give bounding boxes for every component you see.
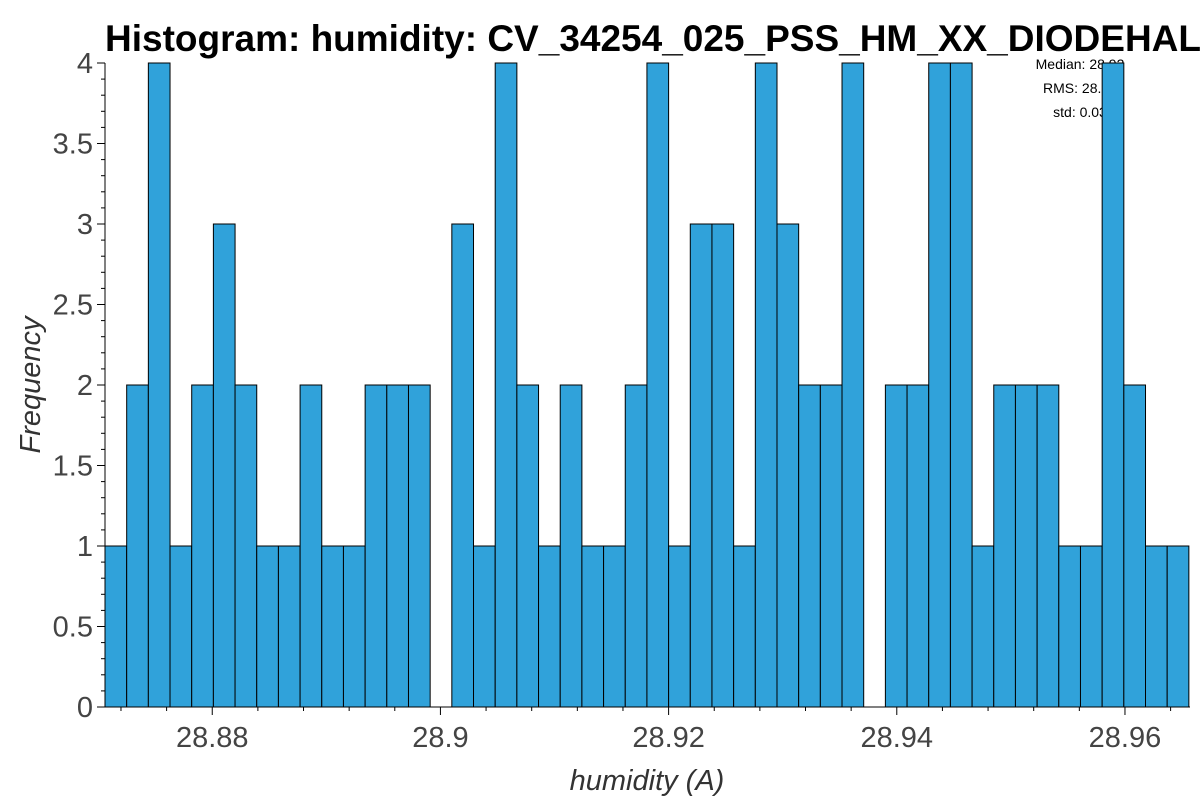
histogram-bar: [733, 545, 756, 708]
histogram-bar: [451, 223, 475, 708]
y-tick-label: 1: [77, 531, 93, 563]
histogram-bar: [776, 223, 800, 708]
y-ticks-group: 0 0.5 1 1.5 2 2.5 3 3.5 4: [53, 48, 105, 724]
chart-title: Histogram: humidity: CV_34254_025_PSS_HM…: [105, 18, 1200, 59]
histogram-bar: [1036, 384, 1060, 708]
histogram-bar: [841, 62, 865, 708]
histogram-bar: [1123, 384, 1147, 708]
histogram-bar: [473, 545, 496, 708]
x-tick-label: 28.9: [412, 722, 468, 754]
histogram-bar: [104, 545, 128, 708]
y-tick-label: 0: [77, 692, 93, 724]
histogram-bar: [386, 384, 409, 708]
histogram-bar: [1166, 545, 1190, 708]
histogram-bar: [256, 545, 279, 708]
histogram-bar: [559, 384, 583, 708]
x-ticks-group: 28.88 28.9 28.92 28.94 28.96: [120, 707, 1172, 754]
histogram-bar: [646, 62, 670, 708]
histogram-bar: [754, 62, 778, 708]
y-tick-label: 3: [77, 209, 93, 241]
stats-rms: RMS: 28.92: [1043, 80, 1117, 96]
histogram-bar: [1014, 384, 1038, 708]
stats-std: std: 0.03: [1053, 104, 1107, 120]
histogram-bar: [711, 223, 735, 708]
x-tick-label: 28.88: [176, 722, 249, 754]
histogram-bar: [884, 384, 908, 708]
histogram-bar: [624, 384, 648, 708]
y-tick-label: 4: [77, 48, 93, 80]
histogram-bar: [798, 384, 821, 708]
x-tick-label: 28.94: [860, 722, 933, 754]
histogram-bar: [906, 384, 930, 708]
histogram-bar: [277, 545, 301, 708]
histogram-bar: [321, 545, 344, 708]
histogram-bar: [1145, 545, 1168, 708]
y-tick-label: 0.5: [53, 612, 93, 644]
histogram-bar: [342, 545, 366, 708]
y-tick-label: 2.5: [53, 290, 93, 322]
histogram-bar: [1079, 545, 1103, 708]
x-tick-label: 28.92: [632, 722, 705, 754]
histogram-bar: [603, 545, 626, 708]
x-tick-label: 28.96: [1089, 722, 1162, 754]
histogram-bar: [212, 223, 236, 708]
histogram-bar: [928, 62, 951, 708]
y-tick-label: 2: [77, 370, 93, 402]
histogram-bar: [299, 384, 323, 708]
histogram-bar: [494, 62, 518, 708]
bars-group: [104, 62, 1190, 708]
histogram-bar: [819, 384, 843, 708]
histogram-bar: [169, 545, 193, 708]
histogram-bar: [147, 62, 171, 708]
histogram-bar: [993, 384, 1016, 708]
y-tick-label: 1.5: [53, 451, 93, 483]
histogram-bar: [364, 384, 388, 708]
x-axis-label: humidity (A): [570, 765, 725, 797]
histogram-bar: [538, 545, 561, 708]
histogram-bar: [234, 384, 258, 708]
y-axis-label: Frequency: [15, 315, 47, 454]
histogram-bar: [689, 223, 713, 708]
y-tick-label: 3.5: [53, 129, 93, 161]
histogram-bar: [581, 545, 605, 708]
histogram-bar: [971, 545, 995, 708]
histogram-bar: [126, 384, 149, 708]
histogram-bar: [407, 384, 431, 708]
histogram-bar: [191, 384, 214, 708]
histogram-bar: [668, 545, 691, 708]
histogram-bar: [516, 384, 540, 708]
histogram-bar: [1101, 62, 1125, 708]
histogram-bar: [1058, 545, 1081, 708]
histogram-bar: [949, 62, 973, 708]
